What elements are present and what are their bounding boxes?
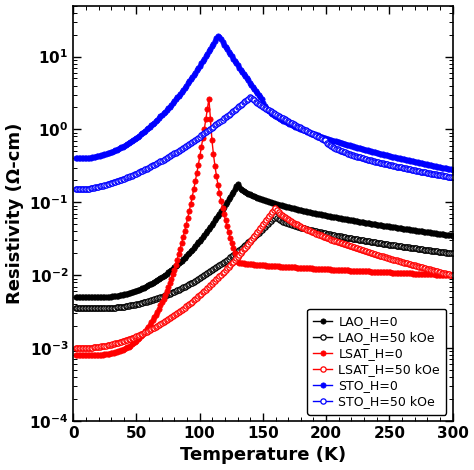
STO_H=0 [335, 139, 340, 145]
Line: STO_H=0: STO_H=0 [73, 33, 455, 172]
Line: STO_H=50 kOe: STO_H=50 kOe [73, 94, 455, 192]
LSAT_H=0 [335, 267, 340, 273]
LAO_H=0 [135, 287, 141, 293]
STO_H=50 kOe [224, 113, 230, 119]
LSAT_H=0 [450, 273, 456, 278]
LSAT_H=0 [135, 337, 141, 342]
STO_H=0 [292, 124, 298, 129]
Legend: LAO_H=0, LAO_H=50 kOe, LSAT_H=0, LSAT_H=50 kOe, STO_H=0, STO_H=50 kOe: LAO_H=0, LAO_H=50 kOe, LSAT_H=0, LSAT_H=… [307, 309, 446, 415]
LAO_H=50 kOe [273, 213, 278, 219]
STO_H=0 [226, 49, 231, 55]
LAO_H=0 [224, 199, 230, 204]
LSAT_H=50 kOe [229, 261, 235, 266]
STO_H=50 kOe [229, 110, 235, 115]
LSAT_H=50 kOe [224, 266, 230, 271]
LAO_H=0 [235, 181, 240, 187]
LSAT_H=0 [292, 265, 298, 270]
LAO_H=50 kOe [292, 223, 298, 229]
LSAT_H=50 kOe [292, 221, 298, 227]
STO_H=50 kOe [292, 122, 298, 128]
LSAT_H=50 kOe [450, 273, 456, 278]
LSAT_H=0 [206, 96, 212, 102]
LSAT_H=50 kOe [273, 205, 278, 211]
LAO_H=0 [73, 294, 79, 300]
STO_H=0 [135, 134, 141, 140]
LAO_H=0 [436, 231, 442, 236]
Line: LAO_H=50 kOe: LAO_H=50 kOe [73, 213, 455, 311]
LAO_H=50 kOe [135, 301, 141, 307]
LSAT_H=50 kOe [135, 333, 141, 338]
LAO_H=50 kOe [224, 257, 230, 262]
STO_H=50 kOe [335, 147, 340, 152]
LAO_H=50 kOe [450, 251, 456, 256]
STO_H=50 kOe [450, 174, 456, 180]
Line: LSAT_H=50 kOe: LSAT_H=50 kOe [73, 205, 455, 351]
LSAT_H=0 [73, 352, 79, 358]
LSAT_H=0 [436, 272, 442, 277]
STO_H=50 kOe [247, 94, 253, 100]
STO_H=0 [436, 164, 442, 170]
LAO_H=50 kOe [335, 233, 340, 239]
LSAT_H=50 kOe [436, 269, 442, 274]
STO_H=0 [215, 33, 221, 39]
Y-axis label: Resistivity (Ω-cm): Resistivity (Ω-cm) [6, 123, 24, 304]
LSAT_H=50 kOe [73, 345, 79, 351]
LAO_H=0 [229, 191, 235, 197]
Line: LSAT_H=0: LSAT_H=0 [73, 96, 455, 358]
STO_H=50 kOe [73, 187, 79, 192]
STO_H=0 [450, 167, 456, 172]
X-axis label: Temperature (K): Temperature (K) [180, 446, 346, 464]
STO_H=0 [230, 56, 236, 62]
LAO_H=50 kOe [73, 306, 79, 311]
LSAT_H=0 [226, 229, 231, 235]
LAO_H=50 kOe [229, 253, 235, 259]
STO_H=50 kOe [135, 170, 141, 176]
Line: LAO_H=0: LAO_H=0 [73, 182, 455, 300]
LAO_H=50 kOe [436, 249, 442, 254]
LSAT_H=0 [230, 245, 236, 251]
LAO_H=0 [335, 215, 340, 220]
LAO_H=0 [292, 206, 298, 212]
STO_H=0 [73, 156, 79, 161]
LAO_H=0 [450, 233, 456, 238]
STO_H=50 kOe [436, 172, 442, 178]
LSAT_H=50 kOe [335, 239, 340, 244]
